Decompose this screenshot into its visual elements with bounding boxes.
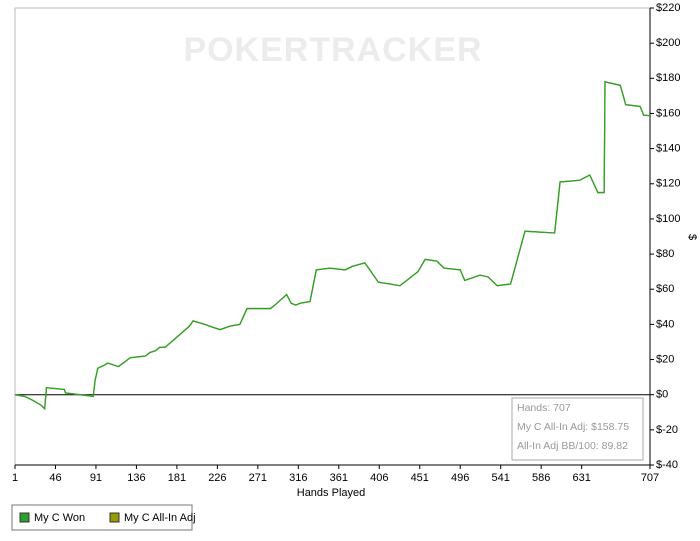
y-axis-label: $	[686, 234, 698, 240]
x-tick-label: 136	[127, 472, 145, 484]
y-tick-label: $180	[656, 72, 680, 84]
x-tick-label: 1	[12, 472, 18, 484]
x-tick-label: 316	[289, 472, 307, 484]
x-tick-label: 631	[572, 472, 590, 484]
x-tick-label: 707	[641, 472, 659, 484]
y-tick-label: $100	[656, 213, 680, 225]
x-tick-label: 361	[330, 472, 348, 484]
y-tick-label: $220	[656, 2, 680, 14]
y-tick-label: $40	[656, 318, 674, 330]
x-tick-label: 91	[90, 472, 102, 484]
x-tick-label: 406	[370, 472, 388, 484]
y-tick-label: $-40	[656, 459, 678, 471]
y-tick-label: $20	[656, 353, 674, 365]
legend-swatch	[19, 512, 30, 523]
x-tick-label: 271	[249, 472, 267, 484]
plot-frame	[14, 7, 651, 466]
y-tick-label: $160	[656, 107, 680, 119]
y-tick-label: $140	[656, 143, 680, 155]
x-tick-label: 496	[451, 472, 469, 484]
y-tick-label: $80	[656, 248, 674, 260]
legend-label: My C All-In Adj	[124, 512, 196, 524]
legend-swatch	[109, 512, 120, 523]
watermark: POKERTRACKER	[183, 31, 482, 69]
legend	[11, 504, 193, 531]
y-tick-label: $200	[656, 37, 680, 49]
x-tick-label: 181	[168, 472, 186, 484]
info-text: My C All-In Adj: $158.75	[517, 421, 629, 433]
y-tick-label: $0	[656, 389, 668, 401]
series-line	[14, 81, 651, 411]
y-tick-label: $60	[656, 283, 674, 295]
info-box	[511, 397, 644, 461]
x-tick-label: 226	[208, 472, 226, 484]
y-tick-label: $120	[656, 178, 680, 190]
x-axis-label: Hands Played	[297, 487, 366, 499]
series-line	[14, 81, 651, 411]
x-tick-label: 541	[492, 472, 510, 484]
x-tick-label: 586	[532, 472, 550, 484]
info-text: All-In Adj BB/100: 89.82	[517, 440, 628, 452]
x-tick-label: 451	[411, 472, 429, 484]
x-tick-label: 46	[49, 472, 61, 484]
legend-label: My C Won	[34, 512, 85, 524]
info-text: Hands: 707	[517, 402, 571, 414]
y-tick-label: $-20	[656, 424, 678, 436]
